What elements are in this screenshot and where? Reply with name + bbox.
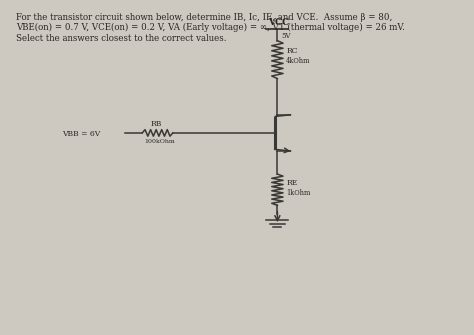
Text: VCC: VCC — [268, 18, 289, 27]
Text: For the transistor circuit shown below, determine IB, Ic, IE, and VCE.  Assume β: For the transistor circuit shown below, … — [16, 13, 405, 43]
Text: 100kOhm: 100kOhm — [145, 139, 175, 144]
Text: 5V: 5V — [281, 32, 291, 40]
Text: 1kOhm: 1kOhm — [286, 189, 310, 197]
Text: 4kOhm: 4kOhm — [286, 57, 310, 65]
Text: RE: RE — [286, 179, 297, 187]
Text: RB: RB — [151, 120, 163, 128]
Text: RC: RC — [286, 47, 298, 55]
Text: VBB = 6V: VBB = 6V — [62, 130, 100, 138]
